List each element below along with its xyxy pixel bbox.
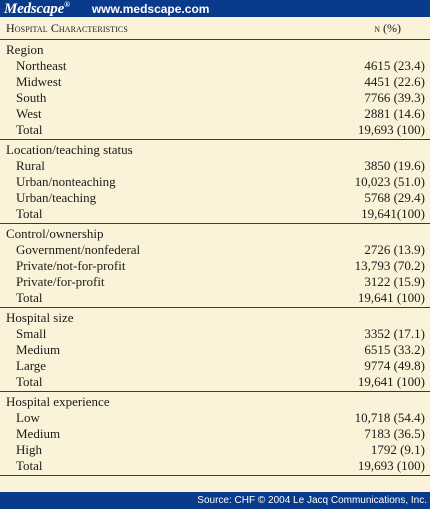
row-value: 6515 (33.2) [364, 342, 425, 357]
table-row: Total 19,693 (100) [0, 122, 430, 138]
table-row: Private/for-profit 3122 (15.9) [0, 274, 430, 290]
row-label: Medium [16, 342, 61, 357]
row-value: 7766 (39.3) [364, 90, 425, 105]
table-row: Medium 6515 (33.2) [0, 342, 430, 358]
table-row: West 2881 (14.6) [0, 106, 430, 122]
row-label: Total [16, 206, 43, 221]
row-value: 3352 (17.1) [364, 326, 425, 341]
row-value: 5768 (29.4) [364, 190, 425, 205]
row-label: Total [16, 290, 43, 305]
top-banner: Medscape® www.medscape.com [0, 0, 430, 17]
table-row: Rural 3850 (19.6) [0, 158, 430, 174]
row-value: 10,718 (54.4) [354, 410, 425, 425]
row-label: South [16, 90, 47, 105]
section: Region Northeast 4615 (23.4) Midwest 4451 (2… [0, 40, 430, 140]
row-label: Northeast [16, 58, 67, 73]
section: Hospital size Small 3352 (17.1) Medium 6515 … [0, 308, 430, 392]
row-value: 19,641 (100) [357, 374, 425, 389]
row-label: Total [16, 374, 43, 389]
table-header: Hospital Characteristics n (%) [0, 17, 430, 40]
row-label: Urban/teaching [16, 190, 97, 205]
row-label: Midwest [16, 74, 62, 89]
row-value: 10,023 (51.0) [354, 174, 425, 189]
site-url-link[interactable]: www.medscape.com [91, 1, 210, 16]
column-header-count: n (%) [374, 20, 401, 35]
row-label: West [16, 106, 42, 121]
table-row: Total 19,641 (100) [0, 374, 430, 390]
row-label: Rural [16, 158, 45, 173]
row-value: 9774 (49.8) [364, 358, 425, 373]
row-value: 19,693 (100) [357, 458, 425, 473]
section-title: Hospital experience [6, 394, 110, 409]
table-row: South 7766 (39.3) [0, 90, 430, 106]
row-value: 2726 (13.9) [364, 242, 425, 257]
section-title: Location/teaching status [6, 142, 133, 157]
row-label: Small [16, 326, 47, 341]
row-value: 19,641 (100) [357, 290, 425, 305]
section-title: Hospital size [6, 310, 74, 325]
section-title: Region [6, 42, 44, 57]
row-value: 2881 (14.6) [364, 106, 425, 121]
row-value: 1792 (9.1) [370, 442, 425, 457]
row-value: 13,793 (70.2) [354, 258, 425, 273]
section: Location/teaching status Rural 3850 (19.6)… [0, 140, 430, 224]
row-value: 3850 (19.6) [364, 158, 425, 173]
table-row: Government/nonfederal 2726 (13.9) [0, 242, 430, 258]
table-row: Total 19,641(100) [0, 206, 430, 222]
section-title: Control/ownership [6, 226, 104, 241]
table-row: Private/not-for-profit 13,793 (70.2) [0, 258, 430, 274]
row-value: 3122 (15.9) [364, 274, 425, 289]
table-row: Total 19,641 (100) [0, 290, 430, 306]
row-label: Low [16, 410, 40, 425]
row-label: Large [16, 358, 47, 373]
brand-text: Medscape [4, 0, 65, 17]
row-value: 7183 (36.5) [364, 426, 425, 441]
table-row: Midwest 4451 (22.6) [0, 74, 430, 90]
row-label: Total [16, 458, 43, 473]
row-label: Medium [16, 426, 61, 441]
column-header-characteristics: Hospital Characteristics [6, 20, 128, 35]
medscape-logo[interactable]: Medscape® [4, 0, 70, 18]
table-row: Total 19,693 (100) [0, 458, 430, 474]
table-row: Low 10,718 (54.4) [0, 410, 430, 426]
table-row: Small 3352 (17.1) [0, 326, 430, 342]
row-label: Private/for-profit [16, 274, 105, 289]
table-row: Medium 7183 (36.5) [0, 426, 430, 442]
row-label: High [16, 442, 42, 457]
table-row: Urban/nonteaching 10,023 (51.0) [0, 174, 430, 190]
section: Hospital experience Low 10,718 (54.4) Mediu… [0, 392, 430, 476]
row-label: Total [16, 122, 43, 137]
table-row: Northeast 4615 (23.4) [0, 58, 430, 74]
row-value: 19,693 (100) [357, 122, 425, 137]
table-row: High 1792 (9.1) [0, 442, 430, 458]
row-value: 19,641(100) [361, 206, 425, 221]
row-label: Private/not-for-profit [16, 258, 126, 273]
row-value: 4615 (23.4) [364, 58, 425, 73]
registered-mark: ® [64, 0, 70, 9]
row-value: 4451 (22.6) [364, 74, 425, 89]
row-label: Government/nonfederal [16, 242, 141, 257]
table-row: Large 9774 (49.8) [0, 358, 430, 374]
table-row: Urban/teaching 5768 (29.4) [0, 190, 430, 206]
section: Control/ownership Government/nonfederal 27… [0, 224, 430, 308]
source-footer: Source: CHF © 2004 Le Jacq Communication… [0, 492, 430, 509]
table-body: Region Northeast 4615 (23.4) Midwest 4451 (2… [0, 40, 430, 476]
source-text: Source: CHF © 2004 Le Jacq Communication… [197, 495, 427, 506]
row-label: Urban/nonteaching [16, 174, 116, 189]
